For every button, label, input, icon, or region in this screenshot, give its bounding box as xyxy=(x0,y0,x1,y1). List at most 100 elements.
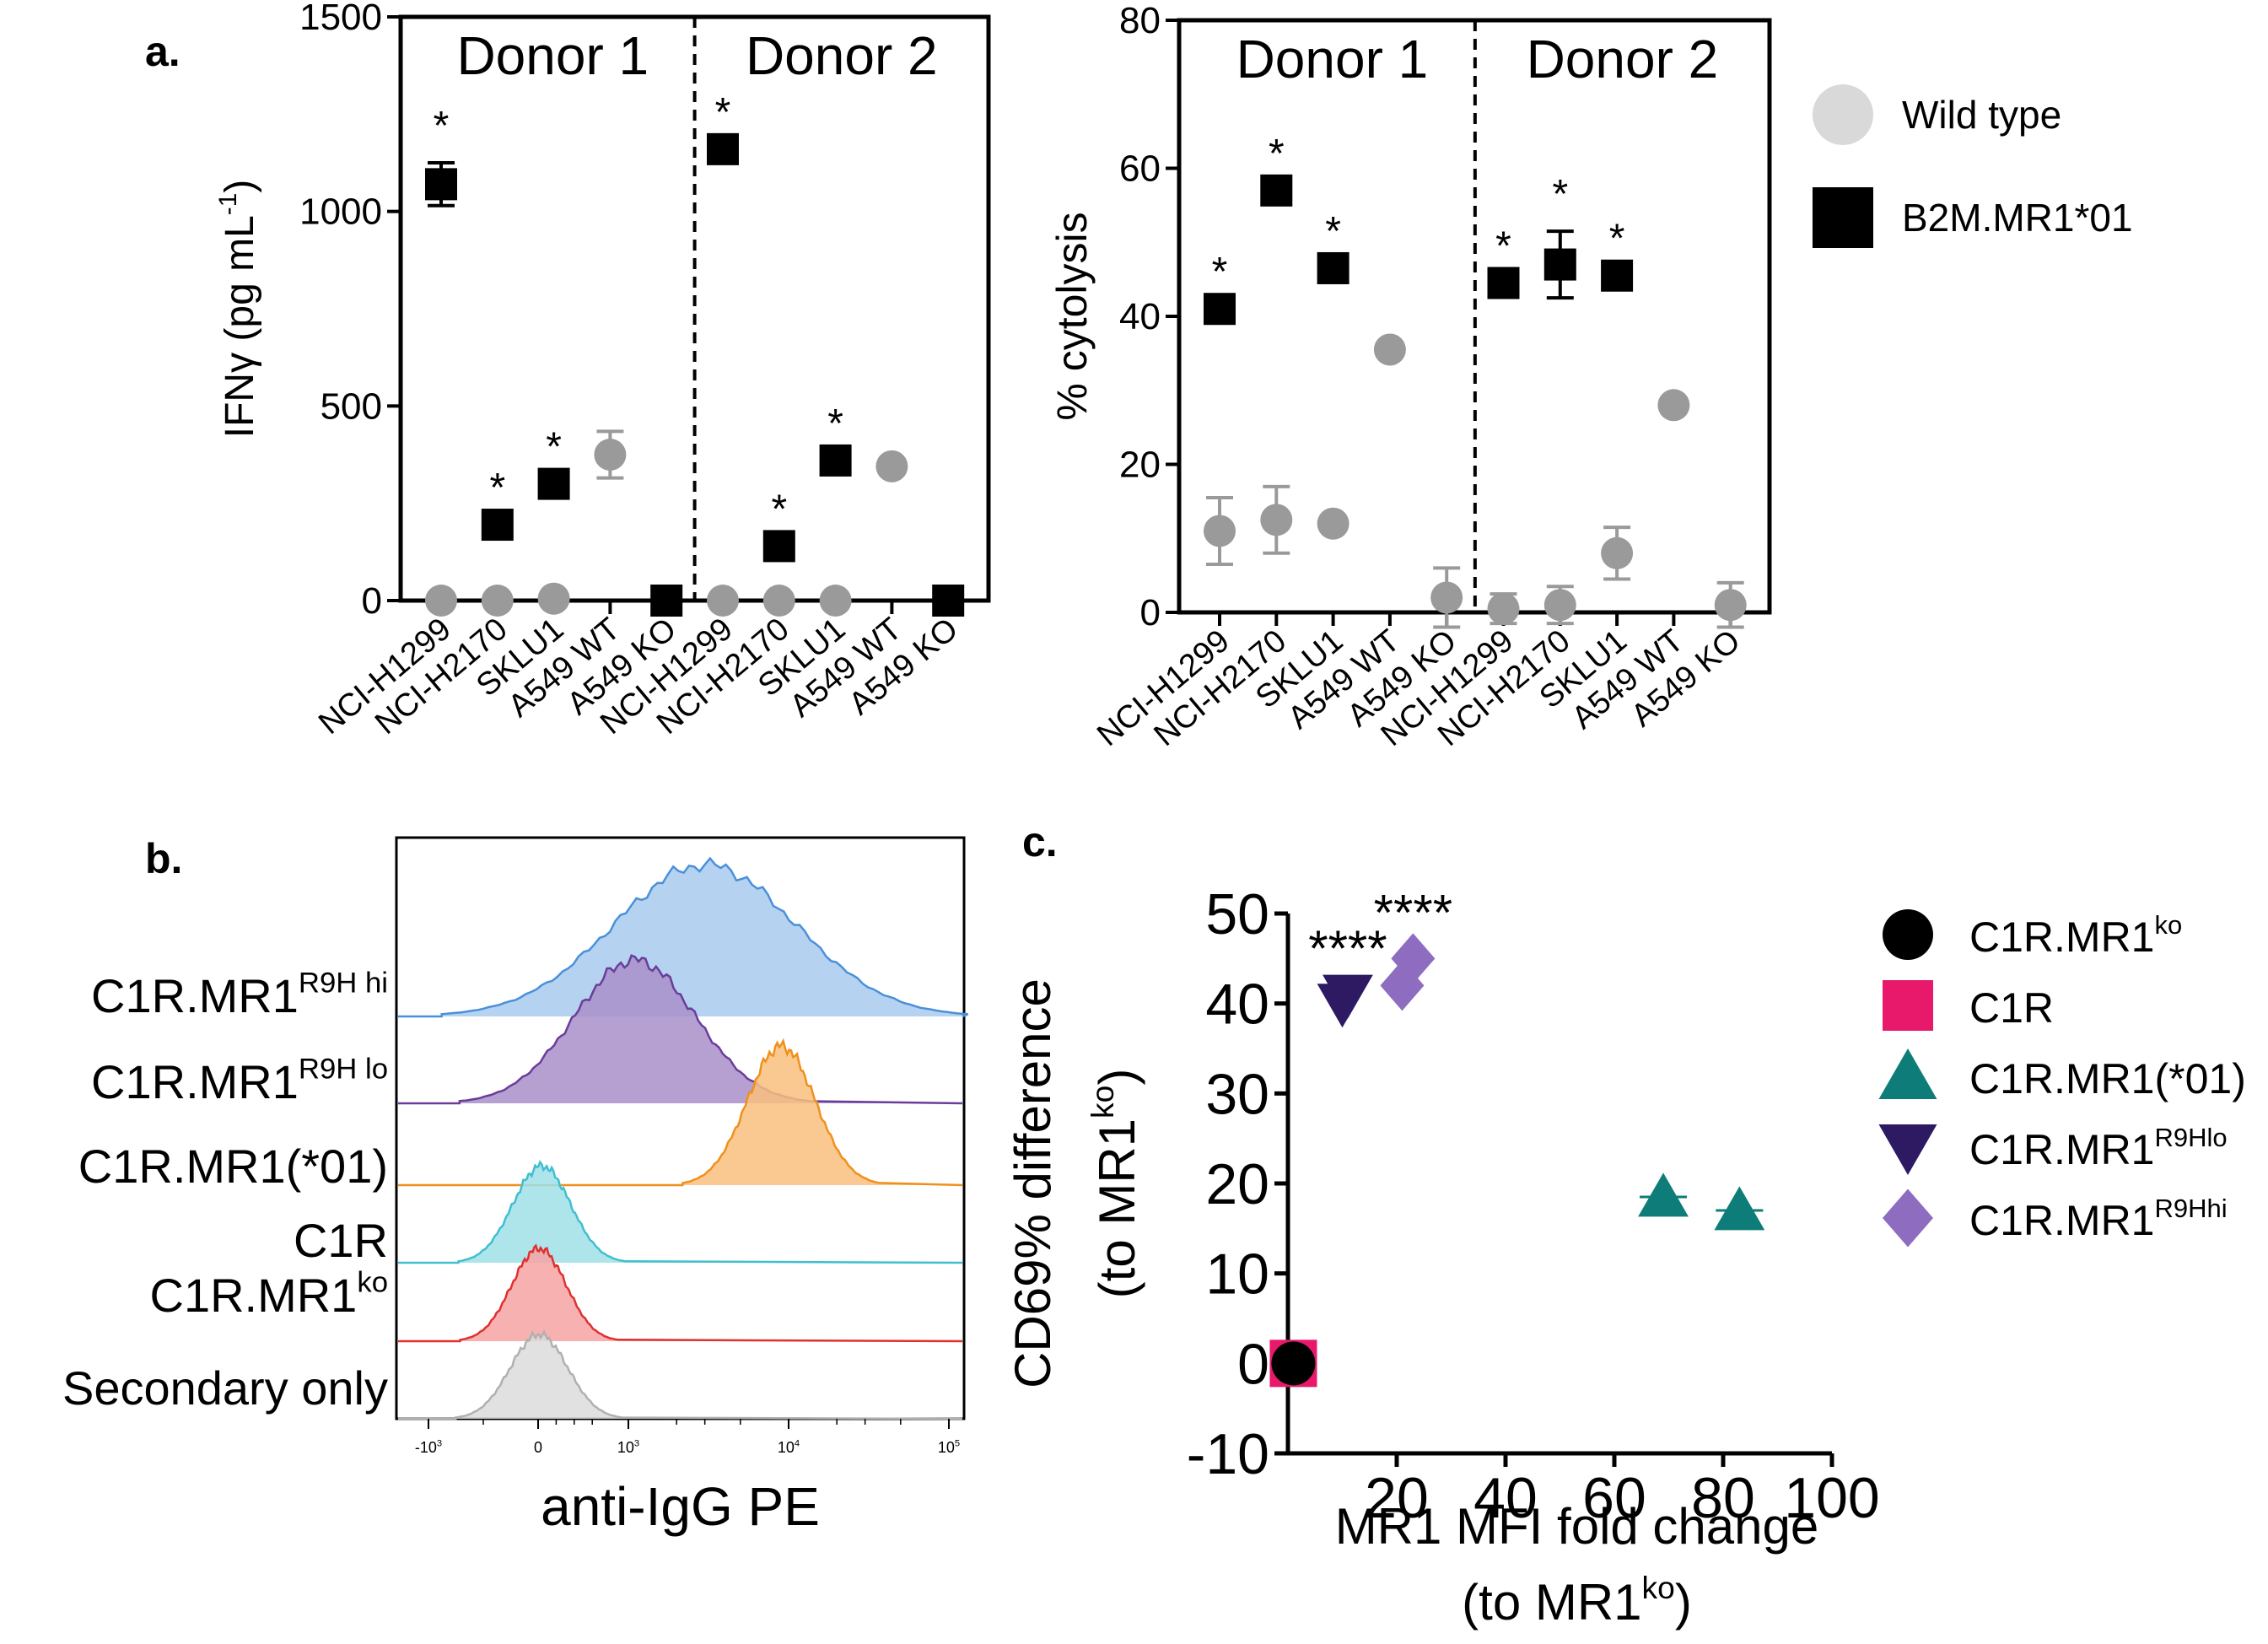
donor-1-title: Donor 1 xyxy=(1236,29,1429,89)
ifng-chart: Donor 1 Donor 2050010001500NCI-H1299NCI-H… xyxy=(214,0,991,741)
data-point-circle xyxy=(1430,581,1463,614)
x-axis-title: anti-IgG PE xyxy=(541,1476,820,1537)
data-point-square xyxy=(1260,174,1293,207)
data-point-square xyxy=(707,132,739,165)
legend-label: C1R.MR1(*01) xyxy=(1969,1055,2246,1102)
data-point-circle xyxy=(1714,589,1747,622)
panel-label-a: a. xyxy=(145,28,180,75)
x-axis-title: MR1 MFI fold change xyxy=(1335,1498,1819,1555)
data-point-circle xyxy=(1260,504,1293,536)
legend-label: C1R.MR1R9Hlo xyxy=(1969,1123,2228,1173)
significance-star: * xyxy=(1609,217,1625,261)
significance-annotation: **** xyxy=(1374,884,1452,941)
histogram-track-label: C1R.MR1R9H hi xyxy=(91,967,388,1022)
panel-label-b: b. xyxy=(145,835,182,882)
data-point-square xyxy=(1487,267,1520,299)
data-point-circle xyxy=(707,585,739,617)
histogram-fill xyxy=(398,1162,962,1263)
histogram-outline xyxy=(398,1329,963,1420)
data-point-square xyxy=(1204,293,1236,326)
data-point-square xyxy=(932,585,965,617)
legend-marker xyxy=(1878,1124,1937,1175)
x-tick-label: 0 xyxy=(534,1439,542,1456)
histogram-chart: C1R.MR1R9H hi C1R.MR1R9H lo C1R.MR1(*01) C1… xyxy=(62,836,969,1537)
significance-star: * xyxy=(1495,224,1511,269)
legend: Wild type B2M.MR1*01 xyxy=(1813,84,2133,248)
histogram-track-label: C1R.MR1ko xyxy=(150,1266,389,1322)
histogram-outline xyxy=(398,954,963,1105)
legend-marker-wild-type xyxy=(1813,84,1873,145)
histogram-track-label: C1R.MR1R9H lo xyxy=(91,1053,388,1108)
x-tick-label: -103 xyxy=(415,1438,442,1456)
histogram-outline xyxy=(398,1160,963,1264)
data-point-circle xyxy=(1487,592,1520,625)
y-tick-label: 10 xyxy=(1205,1242,1269,1307)
legend-label: C1R xyxy=(1969,984,2054,1032)
significance-star: * xyxy=(489,466,505,510)
donor-1-title: Donor 1 xyxy=(456,25,649,86)
histogram-outline xyxy=(398,1243,963,1343)
data-point-diamond xyxy=(1380,960,1425,1011)
legend-marker-b2m xyxy=(1813,187,1873,248)
histogram-track-label: C1R xyxy=(294,1214,388,1267)
x-tick-label: 20 xyxy=(1365,1466,1429,1530)
x-tick-label: 103 xyxy=(617,1438,639,1456)
legend-marker xyxy=(1878,1048,1937,1099)
legend-label-wild-type: Wild type xyxy=(1902,93,2061,137)
data-point-square xyxy=(762,530,795,563)
data-point-circle xyxy=(875,450,908,482)
data-point-circle xyxy=(1657,389,1690,422)
x-tick-label: 60 xyxy=(1582,1466,1646,1530)
data-point-triangle-down xyxy=(1323,974,1373,1019)
legend-marker xyxy=(1883,980,1933,1031)
cytolysis-chart: Donor 1 Donor 2020406080NCI-H1299NCI-H217… xyxy=(1048,0,2133,753)
data-point-circle xyxy=(1271,1341,1316,1386)
data-point-circle xyxy=(762,585,795,617)
significance-star: * xyxy=(1212,250,1228,294)
legend-label-b2m: B2M.MR1*01 xyxy=(1902,196,2133,240)
data-point-circle xyxy=(819,585,852,617)
data-point-square xyxy=(1543,248,1576,281)
histogram-outline xyxy=(398,1038,963,1187)
legend-label: C1R.MR1R9Hhi xyxy=(1969,1194,2228,1244)
histogram-fill xyxy=(398,955,962,1103)
data-point-circle xyxy=(1373,333,1406,366)
data-point-square xyxy=(1601,259,1634,292)
data-point-circle xyxy=(537,582,570,615)
x-axis-title-line2: (to MR1ko) xyxy=(1462,1570,1692,1631)
donor-2-title: Donor 2 xyxy=(746,25,938,86)
y-tick-label: 40 xyxy=(1119,296,1161,337)
x-tick-label: 80 xyxy=(1691,1466,1755,1530)
significance-star: * xyxy=(827,402,843,446)
y-tick-label: 1500 xyxy=(299,0,382,38)
legend-marker xyxy=(1883,1189,1933,1248)
y-tick-label: 60 xyxy=(1119,148,1161,190)
y-tick-label: 80 xyxy=(1119,0,1161,41)
significance-star: * xyxy=(1325,209,1341,254)
histogram-outline xyxy=(398,856,969,1018)
y-axis-title: CD69% difference xyxy=(1005,978,1061,1388)
data-point-circle xyxy=(1543,589,1576,622)
significance-star: * xyxy=(1552,172,1568,217)
data-point-square xyxy=(481,509,514,542)
histogram-track-label: C1R.MR1(*01) xyxy=(78,1140,388,1193)
legend-marker xyxy=(1883,909,1933,960)
y-tick-label: 40 xyxy=(1205,973,1269,1037)
data-point-triangle-up xyxy=(1638,1172,1689,1217)
significance-star: * xyxy=(715,90,731,135)
data-point-circle xyxy=(594,439,627,471)
y-tick-label: 20 xyxy=(1205,1152,1269,1216)
data-point-circle xyxy=(1204,515,1236,547)
donor-2-title: Donor 2 xyxy=(1527,29,1719,89)
data-point-diamond xyxy=(1391,933,1436,984)
significance-annotation: **** xyxy=(1308,920,1387,977)
y-axis-title: IFNγ (pg mL-1) xyxy=(214,180,262,438)
y-tick-label: 50 xyxy=(1205,882,1269,946)
histogram-fill xyxy=(398,1332,962,1419)
histogram-fill xyxy=(398,1041,962,1185)
y-tick-label: 500 xyxy=(321,385,382,427)
data-point-circle xyxy=(425,585,457,617)
legend: C1R.MR1ko C1R C1R.MR1(*01) C1R.MR1R9Hlo C1R.… xyxy=(1878,909,2246,1248)
